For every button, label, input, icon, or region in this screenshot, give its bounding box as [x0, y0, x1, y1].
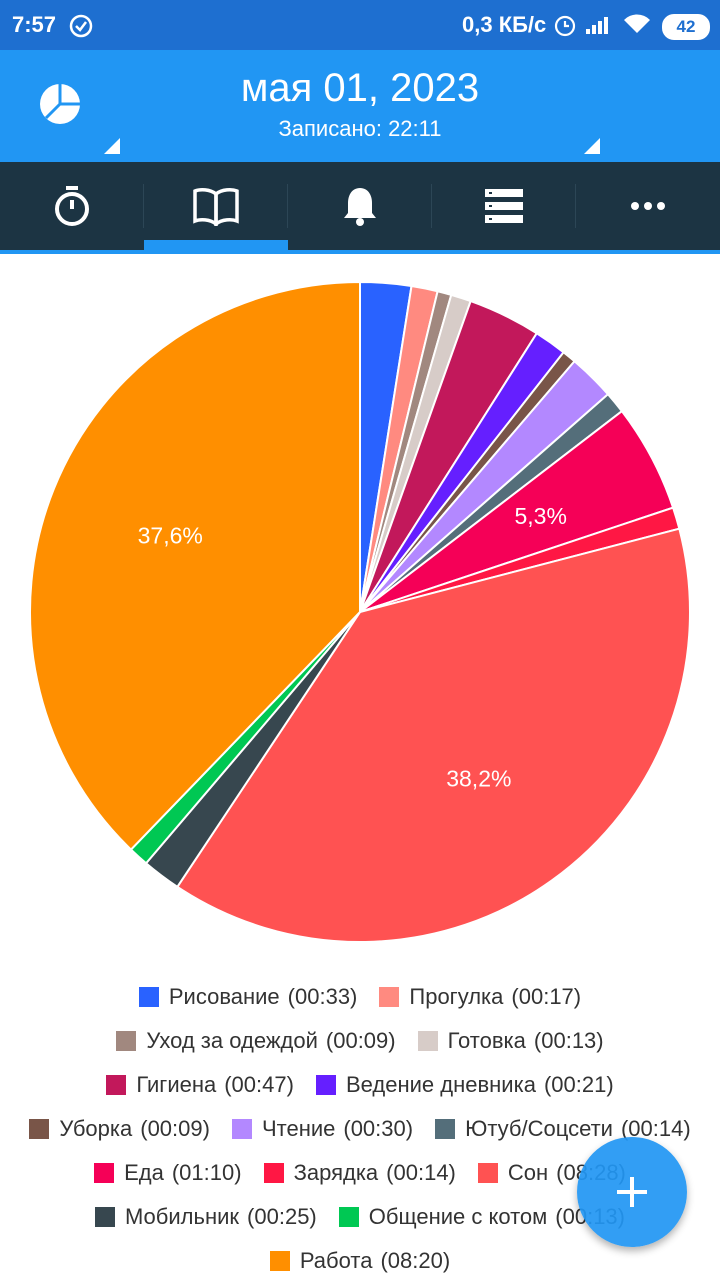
- legend-item[interactable]: Зарядка (00:14): [263, 1160, 456, 1186]
- active-tab-indicator: [144, 240, 288, 250]
- battery-level: 42: [676, 17, 696, 36]
- pie-chart-icon[interactable]: [38, 82, 82, 126]
- legend-duration: (00:09): [325, 1028, 396, 1053]
- legend-swatch: [269, 1251, 290, 1271]
- recorded-time: Записано: 22:11: [278, 116, 442, 141]
- legend-swatch: [379, 987, 400, 1007]
- add-button[interactable]: [577, 1137, 687, 1247]
- legend-item[interactable]: Мобильник (00:25): [94, 1204, 317, 1230]
- legend-duration: (00:14): [386, 1160, 456, 1185]
- plus-icon: [617, 1177, 647, 1207]
- legend-label: Уход за одеждой: [146, 1028, 318, 1053]
- tab-reminders[interactable]: [288, 162, 432, 250]
- pie-slice-11[interactable]: [175, 527, 691, 943]
- legend-duration: (08:20): [380, 1248, 451, 1273]
- app-header: мая 01, 2023 Записано: 22:11: [0, 50, 720, 162]
- legend-label: Готовка: [447, 1028, 526, 1053]
- signal-icon: [586, 17, 608, 34]
- legend-item[interactable]: Прогулка (00:17): [379, 984, 581, 1010]
- legend-item[interactable]: Рисование (00:33): [138, 984, 358, 1010]
- legend-duration: (00:30): [343, 1116, 414, 1141]
- legend-item[interactable]: Ведение дневника (00:21): [315, 1072, 614, 1098]
- legend-swatch: [138, 987, 159, 1007]
- legend-row: Гигиена (00:47) Ведение дневника (00:21): [0, 1063, 720, 1107]
- list-icon: [485, 189, 523, 223]
- legend-duration: (01:10): [171, 1160, 242, 1185]
- legend-swatch: [106, 1075, 127, 1095]
- legend-item[interactable]: Уборка (00:09): [29, 1116, 210, 1142]
- divider: [0, 250, 720, 254]
- legend-item[interactable]: Чтение (00:30): [231, 1116, 414, 1142]
- more-icon: [631, 202, 665, 210]
- legend-item[interactable]: Еда (01:10): [94, 1160, 242, 1186]
- legend-label: Общение с котом: [368, 1204, 548, 1229]
- stopwatch-icon: [55, 186, 89, 226]
- legend-duration: (00:33): [287, 984, 358, 1009]
- legend-label: Ютуб/Соцсети: [465, 1116, 613, 1141]
- legend-item[interactable]: Уход за одеждой (00:09): [116, 1028, 396, 1054]
- legend-swatch: [94, 1207, 115, 1227]
- legend-swatch: [417, 1031, 438, 1051]
- pie-chart[interactable]: 5,3% 38,2% 37,6%: [0, 254, 720, 964]
- legend-swatch: [315, 1075, 336, 1095]
- wifi-icon: [624, 14, 650, 33]
- legend-swatch: [435, 1119, 456, 1139]
- battery-icon: 42: [662, 14, 710, 40]
- legend-label: Работа: [299, 1248, 373, 1273]
- network-speed: 0,3 КБ/с: [462, 12, 547, 37]
- pie-label-9: 5,3%: [515, 503, 567, 529]
- legend-row: Работа (08:20): [0, 1239, 720, 1283]
- tab-bar: [0, 162, 720, 250]
- bell-icon: [344, 188, 376, 226]
- pie-label-11: 38,2%: [446, 766, 511, 792]
- legend-duration: (00:21): [543, 1072, 614, 1097]
- legend-row: Рисование (00:33) Прогулка (00:17): [0, 975, 720, 1019]
- legend-swatch: [231, 1119, 252, 1139]
- book-icon: [193, 188, 239, 226]
- legend-swatch: [263, 1163, 284, 1183]
- alarm-check-icon: [69, 14, 93, 38]
- alarm-icon: [554, 15, 576, 37]
- legend-row: Уборка (00:09) Чтение (00:30) Ютуб/Соцсети (0…: [0, 1107, 720, 1151]
- tab-list[interactable]: [432, 162, 576, 250]
- legend-item[interactable]: Работа (08:20): [269, 1248, 451, 1274]
- legend-duration: (00:17): [511, 984, 582, 1009]
- pie-label-14: 37,6%: [138, 522, 203, 548]
- tab-timer[interactable]: [0, 162, 144, 250]
- legend-label: Ведение дневника: [345, 1072, 536, 1097]
- legend-label: Рисование: [168, 984, 280, 1009]
- legend-label: Сон: [507, 1160, 549, 1185]
- legend-duration: (00:25): [247, 1204, 317, 1229]
- legend-swatch: [338, 1207, 359, 1227]
- status-time: 7:57: [12, 12, 57, 37]
- legend-label: Зарядка: [293, 1160, 379, 1185]
- legend-label: Еда: [124, 1160, 164, 1185]
- legend-label: Прогулка: [409, 984, 504, 1009]
- tab-diary[interactable]: [144, 162, 288, 250]
- legend-swatch: [477, 1163, 498, 1183]
- legend-duration: (00:14): [620, 1116, 691, 1141]
- corner-dropdown-icon-right[interactable]: [584, 138, 600, 154]
- legend-duration: (00:47): [224, 1072, 294, 1097]
- legend-swatch: [29, 1119, 50, 1139]
- legend-duration: (00:09): [140, 1116, 210, 1141]
- corner-dropdown-icon[interactable]: [104, 138, 120, 154]
- legend-item[interactable]: Гигиена (00:47): [106, 1072, 294, 1098]
- legend-item[interactable]: Готовка (00:13): [417, 1028, 604, 1054]
- legend-label: Мобильник: [124, 1204, 240, 1229]
- legend-row: Уход за одеждой (00:09) Готовка (00:13): [0, 1019, 720, 1063]
- legend-duration: (00:13): [533, 1028, 604, 1053]
- legend-swatch: [116, 1031, 137, 1051]
- status-bar: 7:57 0,3 КБ/с 42: [0, 0, 720, 50]
- legend-label: Гигиена: [136, 1072, 217, 1097]
- legend-label: Уборка: [59, 1116, 133, 1141]
- legend-swatch: [94, 1163, 115, 1183]
- legend-label: Чтение: [261, 1116, 336, 1141]
- pie-slice-14[interactable]: [29, 280, 361, 852]
- date-title[interactable]: мая 01, 2023: [240, 66, 480, 110]
- tab-more[interactable]: [576, 162, 720, 250]
- legend-item[interactable]: Ютуб/Соцсети (00:14): [435, 1116, 691, 1142]
